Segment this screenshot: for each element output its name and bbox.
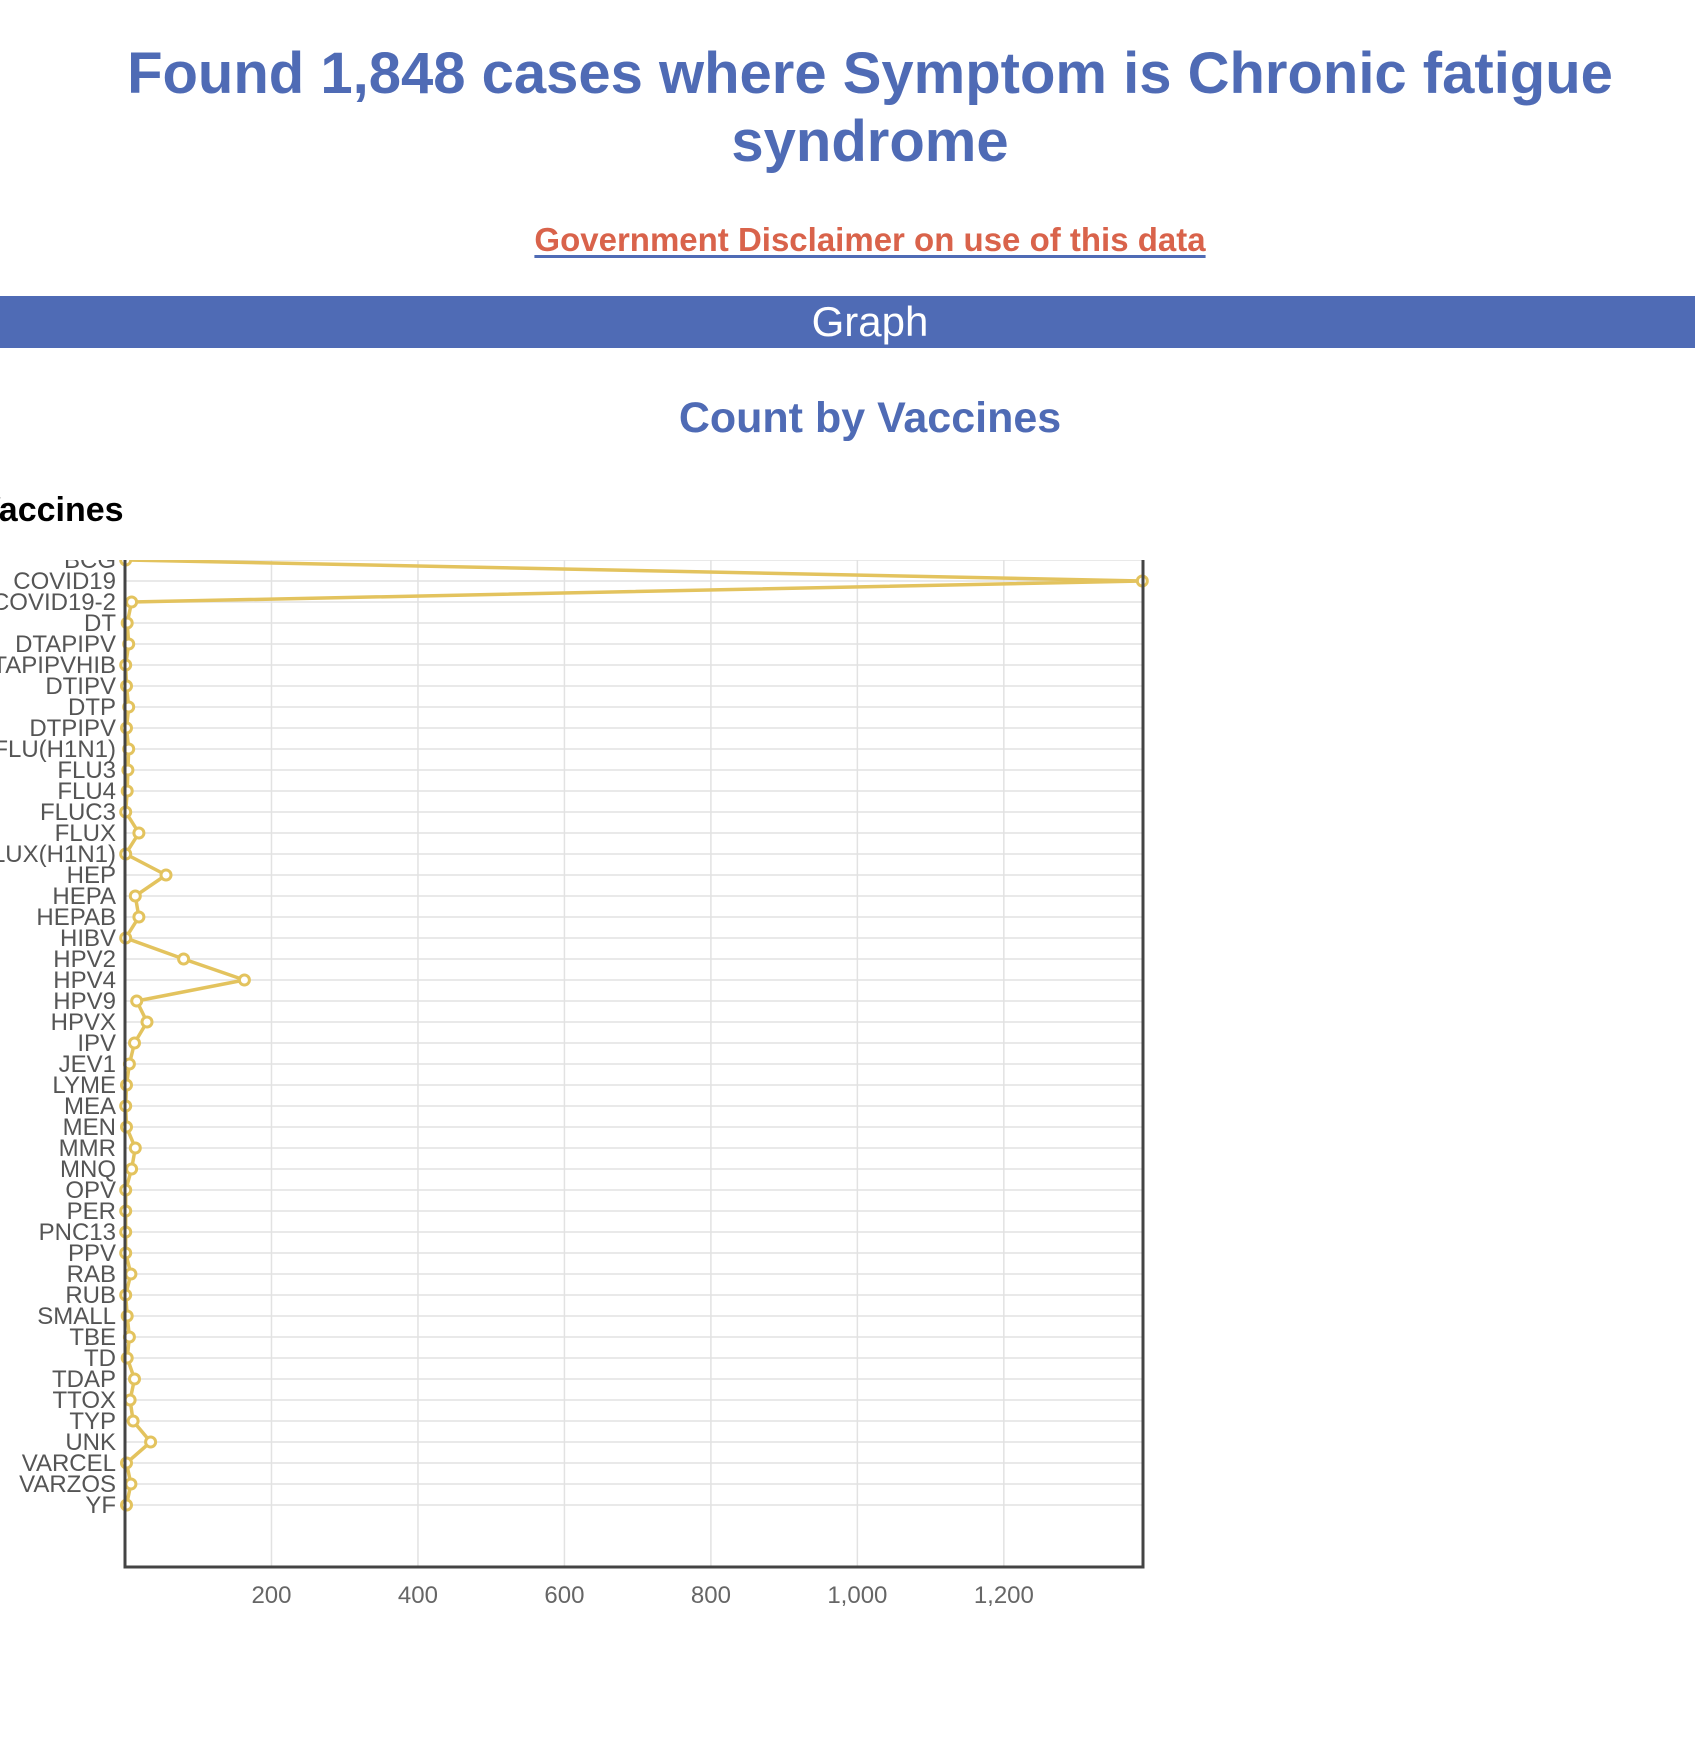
disclaimer-container: Government Disclaimer on use of this dat… (0, 220, 1695, 260)
y-tick-label: COVID19-2 (0, 589, 116, 616)
disclaimer-link[interactable]: Government Disclaimer on use of this dat… (534, 221, 1206, 258)
plot-frame (123, 560, 1145, 1569)
data-point[interactable] (125, 1162, 139, 1176)
y-tick-label: BCG (64, 560, 116, 574)
data-point[interactable] (159, 868, 173, 882)
y-tick-label: DTP (68, 694, 116, 721)
data-point[interactable] (132, 910, 146, 924)
graph-section-label: Graph (811, 298, 929, 345)
y-tick-label: HPVX (51, 1009, 116, 1036)
data-point[interactable] (128, 1036, 141, 1050)
y-tick-label: JEV1 (59, 1051, 116, 1078)
y-tick-label: HEP (67, 862, 116, 889)
y-tick-label: PNC13 (39, 1219, 116, 1246)
x-tick-label: 1,000 (827, 1582, 887, 1609)
y-tick-label: YF (85, 1492, 116, 1519)
x-axis-labels: 200 400 600 800 1,000 1,200 (251, 1582, 1033, 1609)
y-tick-label: SMALL (37, 1303, 116, 1330)
x-tick-label: 800 (691, 1582, 731, 1609)
data-point[interactable] (128, 1141, 142, 1155)
data-point[interactable] (123, 1393, 137, 1407)
page-title: Found 1,848 cases where Symptom is Chron… (127, 41, 1613, 174)
y-tick-label: MEA (64, 1093, 116, 1120)
y-tick-label: MNQ (60, 1156, 116, 1183)
data-point[interactable] (128, 889, 142, 903)
x-tick-label: 200 (251, 1582, 291, 1609)
y-tick-label: LYME (52, 1072, 116, 1099)
y-tick-label: TBE (69, 1324, 116, 1351)
y-tick-label: VARZOS (19, 1471, 116, 1498)
grid-lines (125, 560, 1143, 1567)
data-point[interactable] (130, 994, 144, 1008)
y-tick-label: IPV (77, 1030, 116, 1057)
x-tick-label: 600 (544, 1582, 584, 1609)
y-tick-label: VARCEL (22, 1450, 116, 1477)
y-tick-label: FLUC3 (40, 799, 116, 826)
x-tick-label: 400 (398, 1582, 438, 1609)
y-tick-label: TDAP (52, 1366, 116, 1393)
y-tick-label: OPV (65, 1177, 116, 1204)
y-tick-label: DTAPIPV (15, 631, 116, 658)
y-axis-labels: ANTHBCGCOVID19COVID19-2DTDTAPIPVDTAPIPVH… (0, 560, 116, 1519)
y-tick-label: MMR (59, 1135, 116, 1162)
y-tick-label: FLU(H1N1) (0, 736, 116, 763)
data-point[interactable] (124, 1267, 138, 1281)
y-tick-label: TYP (69, 1408, 116, 1435)
data-point[interactable] (177, 952, 191, 966)
y-tick-label: DTPIPV (29, 715, 116, 742)
y-tick-label: UNK (65, 1429, 116, 1456)
y-tick-label: RAB (67, 1261, 116, 1288)
y-tick-label: FLU4 (57, 778, 116, 805)
y-tick-label: TTOX (52, 1387, 116, 1414)
y-tick-label: COVID19 (13, 568, 116, 595)
data-point[interactable] (126, 1414, 140, 1428)
y-tick-label: HIBV (60, 925, 116, 952)
data-point[interactable] (125, 595, 139, 609)
x-tick-label: 1,200 (974, 1582, 1034, 1609)
y-tick-label: HPV2 (53, 946, 116, 973)
y-tick-label: FLU3 (57, 757, 116, 784)
y-tick-label: HEPA (52, 883, 116, 910)
y-tick-label: PPV (68, 1240, 116, 1267)
y-tick-label: FLUX (55, 820, 116, 847)
y-tick-label: HPV4 (53, 967, 116, 994)
y-tick-label: HEPAB (36, 904, 116, 931)
data-point[interactable] (237, 973, 251, 987)
data-point[interactable] (128, 1372, 141, 1386)
series-points (119, 560, 1149, 1512)
data-point[interactable] (124, 1477, 138, 1491)
data-point[interactable] (144, 1435, 158, 1449)
y-tick-label: TD (84, 1345, 116, 1372)
y-tick-label: FLUX(H1N1) (0, 841, 116, 868)
y-tick-label: DT (84, 610, 116, 637)
chart-subtitle: Count by Vaccines (678, 394, 1062, 442)
graph-section-bar: Graph (0, 296, 1695, 348)
y-tick-label: DTAPIPVHIB (0, 652, 116, 679)
y-tick-label: DTIPV (45, 673, 116, 700)
y-tick-label: HPV9 (53, 988, 116, 1015)
data-point[interactable] (132, 826, 146, 840)
y-tick-label: PER (67, 1198, 116, 1225)
y-tick-label: MEN (63, 1114, 116, 1141)
chart-title: Vaccines (0, 491, 124, 529)
vaccines-line-chart: ANTHBCGCOVID19COVID19-2DTDTAPIPVDTAPIPVH… (0, 560, 1149, 1609)
y-tick-label: RUB (65, 1282, 116, 1309)
data-point[interactable] (140, 1015, 154, 1029)
